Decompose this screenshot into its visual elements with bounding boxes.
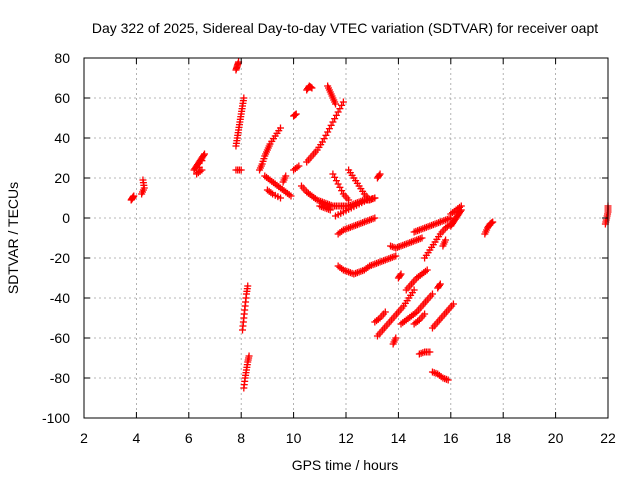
data-point [277, 124, 284, 132]
data-point [417, 349, 425, 357]
data-point [371, 194, 379, 202]
data-point [325, 125, 333, 133]
y-tick-labels: -100 -80 -60 -40 -20 0 20 40 60 80 [42, 50, 70, 426]
data-point [332, 111, 340, 119]
data-point [396, 271, 404, 279]
data-point [338, 187, 346, 195]
data-point [489, 218, 497, 226]
x-tick-label: 16 [443, 430, 459, 446]
y-tick-label: 0 [62, 210, 70, 226]
data-point [419, 349, 427, 357]
data-point [295, 162, 303, 170]
data-point [291, 111, 299, 119]
axis-ticks [83, 57, 609, 419]
x-tick-labels: 2 4 6 8 10 12 14 16 18 20 22 [80, 430, 616, 446]
data-point [338, 101, 346, 109]
data-point [428, 290, 436, 298]
data-point [371, 214, 379, 222]
data-point [488, 219, 496, 227]
y-tick-label: -40 [50, 290, 70, 306]
grid [84, 58, 608, 418]
data-point [282, 172, 290, 180]
data-point [292, 110, 300, 118]
x-tick-label: 6 [185, 430, 193, 446]
x-tick-label: 2 [80, 430, 88, 446]
y-tick-label: 80 [54, 50, 70, 66]
data-point [436, 280, 444, 288]
chart-title: Day 322 of 2025, Sidereal Day-to-day VTE… [92, 20, 598, 36]
data-point [332, 177, 340, 185]
data-point [331, 115, 339, 123]
x-tick-label: 18 [495, 430, 511, 446]
data-point [388, 243, 396, 251]
data-point [449, 300, 457, 308]
x-tick-label: 12 [338, 430, 354, 446]
data-point [320, 135, 328, 143]
data-point [329, 170, 337, 178]
x-tick-label: 20 [548, 430, 564, 446]
data-point [331, 173, 339, 181]
data-point [442, 236, 450, 244]
y-tick-label: 60 [54, 90, 70, 106]
data-point [324, 128, 332, 136]
x-tick-label: 8 [237, 430, 245, 446]
y-tick-label: -80 [50, 370, 70, 386]
data-point [327, 121, 335, 129]
data-point [139, 176, 147, 184]
data-point [198, 157, 206, 165]
data-point [240, 94, 248, 102]
data-point [435, 281, 443, 289]
x-tick-label: 22 [600, 430, 616, 446]
data-point [244, 282, 252, 290]
x-tick-label: 14 [391, 430, 407, 446]
data-point [375, 171, 383, 179]
data-point [376, 170, 384, 178]
data-point [423, 266, 431, 274]
data-point [426, 348, 434, 356]
data-point [198, 166, 206, 174]
data-point [444, 376, 452, 384]
y-tick-label: -100 [42, 410, 70, 426]
data-point [418, 234, 426, 242]
x-tick-label: 4 [133, 430, 141, 446]
data-point [381, 308, 389, 316]
data-point [345, 196, 353, 204]
data-point [336, 105, 344, 113]
y-tick-label: -20 [50, 250, 70, 266]
data-point [421, 310, 429, 318]
data-point [290, 111, 298, 119]
data-point [322, 131, 330, 139]
data-point [334, 108, 342, 116]
data-point [392, 334, 400, 342]
data-point [200, 151, 208, 159]
data-point [397, 270, 405, 278]
data-point [245, 352, 253, 360]
y-tick-label: 40 [54, 130, 70, 146]
data-point [277, 194, 284, 202]
data-point [130, 192, 138, 200]
data-point [366, 196, 374, 204]
data-point [329, 118, 337, 126]
data-point [307, 83, 315, 91]
data-point [287, 192, 295, 200]
data-point [457, 202, 465, 210]
y-axis-label: SDTVAR / TECUs [5, 182, 21, 294]
data-point [336, 183, 344, 191]
data-point [237, 166, 245, 174]
data-points [127, 58, 612, 392]
data-point [410, 286, 418, 294]
y-tick-label: 20 [54, 170, 70, 186]
data-point [334, 180, 342, 188]
data-point [201, 150, 209, 158]
data-point [308, 84, 316, 92]
data-point [392, 252, 400, 260]
data-point [326, 206, 334, 214]
x-tick-label: 10 [286, 430, 302, 446]
y-tick-label: -60 [50, 330, 70, 346]
data-point [339, 98, 347, 106]
x-axis-label: GPS time / hours [292, 457, 399, 473]
data-point [332, 100, 340, 108]
